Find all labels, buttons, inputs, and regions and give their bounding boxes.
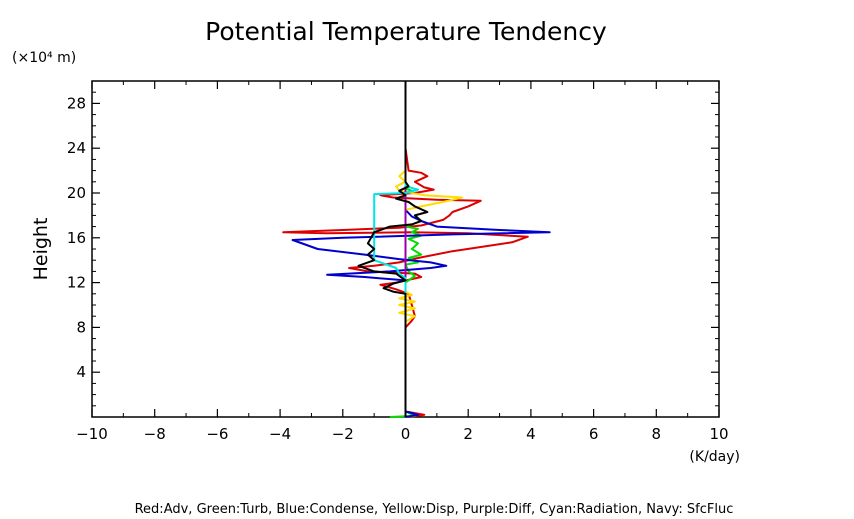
- x-tick-label: −4: [269, 425, 291, 443]
- x-tick-label: 4: [526, 425, 536, 443]
- series-disp-line: [395, 81, 463, 323]
- x-tick-label: −2: [332, 425, 354, 443]
- y-tick-label: 16: [67, 229, 86, 247]
- y-tick-label: 28: [67, 94, 86, 112]
- y-tick-label: 12: [67, 274, 86, 292]
- x-tick-label: 2: [463, 425, 473, 443]
- y-unit-label: (×10⁴ m): [12, 50, 76, 66]
- x-tick-label: 0: [401, 425, 411, 443]
- series-condense-line: [291, 81, 551, 418]
- x-tick-labels: −10 −8 −6 −4 −2 0 2 4 6 8 10: [76, 425, 728, 443]
- x-tick-label: 6: [589, 425, 599, 443]
- x-tick-label: 8: [652, 425, 662, 443]
- y-tick-label: 24: [67, 139, 86, 157]
- x-tick-label: −8: [144, 425, 166, 443]
- legend-text: Red:Adv, Green:Turb, Blue:Condense, Yell…: [135, 502, 734, 517]
- y-axis-label: Height: [30, 218, 52, 281]
- y-tick-label: 4: [76, 363, 86, 381]
- series-radiation-line: [373, 81, 419, 417]
- x-tick-label: −10: [76, 425, 108, 443]
- x-tick-label: 10: [709, 425, 728, 443]
- chart-title: Potential Temperature Tendency: [205, 17, 607, 46]
- y-tick-label: 20: [67, 184, 86, 202]
- y-tick-labels: 4 8 12 16 20 24 28: [67, 94, 86, 381]
- x-tick-label: −6: [206, 425, 228, 443]
- x-axis-label: (K/day): [689, 449, 740, 465]
- series-lines: [282, 81, 551, 418]
- series-sfcfluc-line: [357, 81, 429, 417]
- y-tick-label: 8: [76, 318, 86, 336]
